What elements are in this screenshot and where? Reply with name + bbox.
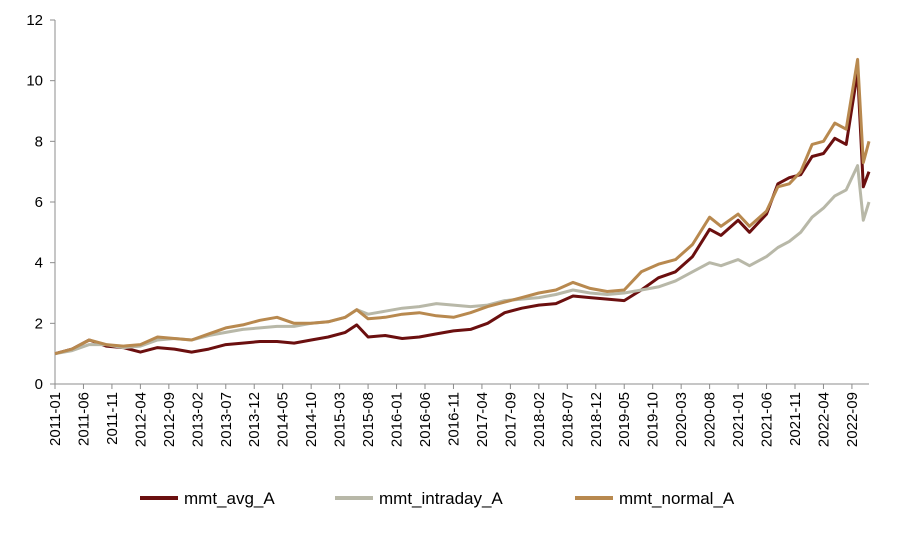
y-tick-label: 12 [26, 12, 43, 29]
x-tick-label: 2014-05 [275, 392, 292, 447]
x-tick-label: 2018-02 [531, 392, 548, 447]
x-tick-label: 2022-04 [815, 392, 832, 447]
y-tick-label: 6 [35, 194, 43, 211]
x-tick-label: 2019-05 [616, 392, 633, 447]
x-tick-label: 2022-09 [844, 392, 861, 447]
y-tick-labels: 0 2 4 6 8 10 12 [26, 12, 55, 393]
x-tick-label: 2013-02 [189, 392, 206, 447]
series-lines [54, 57, 871, 356]
x-tick-label: 2014-10 [303, 392, 320, 447]
x-tick-label: 2016-11 [445, 392, 462, 446]
legend-label: mmt_intraday_A [379, 489, 503, 508]
x-tick-label: 2020-03 [673, 392, 690, 447]
series-line-mmt-avg-a [54, 70, 871, 356]
x-tick-labels: 2011-01 2011-06 2011-11 2012-04 2012-09 2013-… [47, 384, 861, 447]
legend-label: mmt_avg_A [184, 489, 275, 508]
x-tick-label: 2019-10 [645, 392, 662, 447]
x-tick-label: 2020-08 [702, 392, 719, 447]
x-tick-label: 2018-07 [559, 392, 576, 447]
x-tick-label: 2013-12 [246, 392, 263, 447]
x-tick-label: 2011-01 [47, 392, 64, 446]
x-tick-label: 2017-09 [502, 392, 519, 447]
series-line-mmt-normal-a [54, 57, 871, 356]
x-tick-label: 2011-06 [75, 392, 92, 446]
x-tick-label: 2021-01 [730, 392, 747, 447]
x-tick-label: 2012-04 [132, 392, 149, 447]
x-tick-label: 2016-06 [417, 392, 434, 447]
y-tick-label: 2 [35, 315, 43, 332]
x-tick-label: 2017-04 [474, 392, 491, 447]
y-tick-label: 0 [35, 376, 43, 393]
x-tick-label: 2021-11 [787, 392, 804, 446]
y-tick-label: 10 [26, 73, 43, 90]
y-tick-label: 4 [35, 255, 43, 272]
x-tick-label: 2021-06 [759, 392, 776, 447]
x-tick-label: 2011-11 [104, 392, 121, 445]
x-tick-label: 2015-08 [360, 392, 377, 447]
x-tick-label: 2015-03 [332, 392, 349, 447]
legend: mmt_avg_A mmt_intraday_A mmt_normal_A [140, 489, 735, 508]
x-tick-label: 2013-07 [218, 392, 235, 447]
series-line-mmt-intraday-a [54, 164, 871, 356]
x-tick-label: 2018-12 [588, 392, 605, 447]
x-tick-label: 2012-09 [161, 392, 178, 447]
x-tick-label: 2016-01 [389, 392, 406, 447]
legend-label: mmt_normal_A [619, 489, 735, 508]
y-tick-label: 8 [35, 133, 43, 150]
